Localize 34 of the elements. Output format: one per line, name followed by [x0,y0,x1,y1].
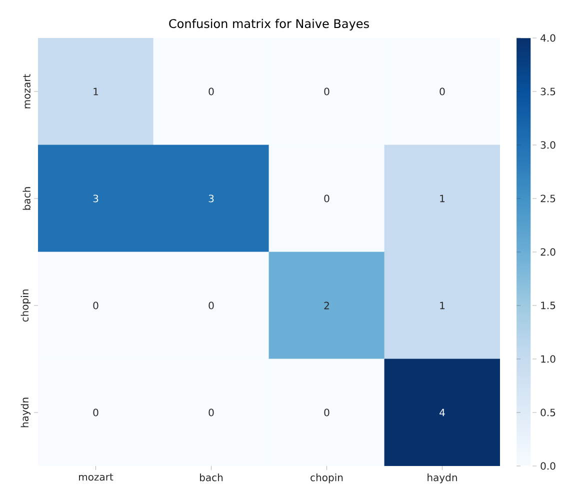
color-bar-label: 1.0 [541,355,556,363]
data-label: 3 [93,194,98,202]
color-bar-label: 0.0 [540,462,556,470]
x-tick-label: haydn [428,474,457,484]
x-tick-label: mozart [79,474,114,481]
data-label: 0 [93,408,98,416]
x-tick-label: bach [200,474,223,482]
y-tick-label: bach [22,187,30,210]
data-label: 1 [440,302,445,310]
data-label: 1 [440,194,445,202]
x-tick-label: chopin [310,474,343,484]
data-label: 0 [324,88,330,96]
data-label: 1 [94,88,98,96]
color-bar-label: 3.0 [540,141,556,149]
y-tick-label: chopin [20,290,30,322]
color-bar-label: 4.0 [540,34,556,42]
color-bar-label: 3.5 [540,88,556,96]
data-label: 3 [208,194,214,202]
data-label: 0 [93,302,98,310]
data-label: 4 [440,408,445,416]
data-label: 0 [324,408,330,416]
data-label: 2 [324,302,329,310]
data-label: 0 [208,408,214,416]
color-bar-label: 1.5 [541,302,556,310]
data-label: 0 [208,302,214,310]
data-label: 0 [324,194,330,202]
y-tick-label: mozart [23,74,30,108]
data-label: 0 [208,88,214,96]
color-bar-label: 0.5 [540,408,556,416]
data-label: 0 [440,88,445,96]
color-bar-label: 2.5 [540,194,556,202]
color-bar-label: 2.0 [540,248,556,256]
y-tick-label: haydn [20,398,30,428]
chart-title: Confusion matrix for Naive Bayes [169,18,369,30]
